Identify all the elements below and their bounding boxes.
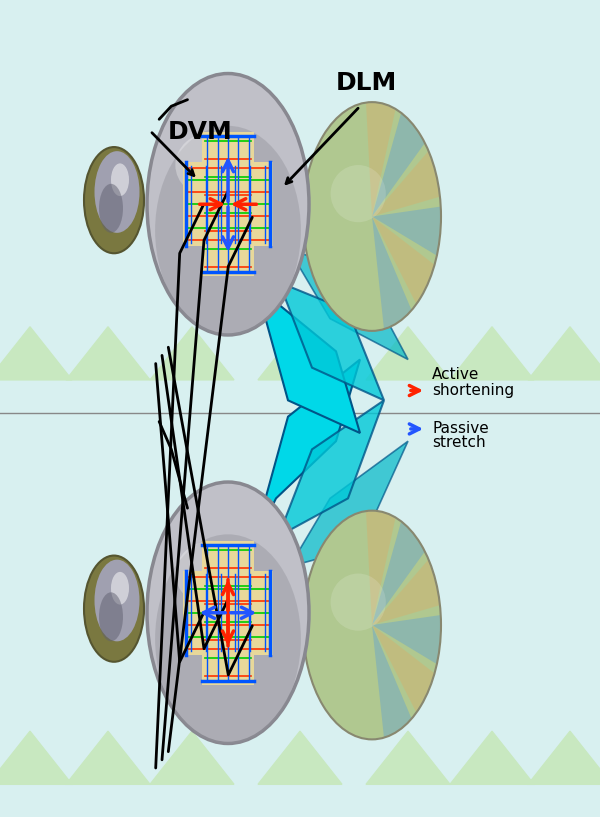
Polygon shape — [252, 359, 360, 547]
Ellipse shape — [84, 556, 144, 662]
Ellipse shape — [147, 482, 309, 743]
Text: stretch: stretch — [432, 435, 485, 450]
Text: Active: Active — [432, 367, 479, 382]
Ellipse shape — [155, 534, 301, 743]
Polygon shape — [270, 217, 408, 359]
Polygon shape — [528, 731, 600, 784]
FancyBboxPatch shape — [184, 571, 272, 654]
Polygon shape — [450, 731, 534, 784]
Text: DVM: DVM — [168, 120, 233, 144]
Ellipse shape — [111, 163, 129, 196]
Polygon shape — [372, 207, 441, 256]
Polygon shape — [264, 243, 384, 400]
Ellipse shape — [147, 74, 309, 335]
Ellipse shape — [175, 541, 248, 606]
Ellipse shape — [175, 132, 248, 198]
Text: shortening: shortening — [432, 383, 514, 398]
Ellipse shape — [84, 147, 144, 253]
Polygon shape — [258, 731, 342, 784]
FancyBboxPatch shape — [184, 163, 272, 246]
Ellipse shape — [331, 165, 386, 222]
Polygon shape — [150, 731, 234, 784]
Polygon shape — [66, 731, 150, 784]
Polygon shape — [372, 615, 441, 664]
Polygon shape — [252, 270, 360, 433]
Polygon shape — [372, 217, 434, 304]
Polygon shape — [66, 327, 150, 380]
Polygon shape — [528, 327, 600, 380]
Polygon shape — [270, 441, 408, 600]
Ellipse shape — [99, 184, 123, 233]
Polygon shape — [258, 327, 342, 380]
Polygon shape — [0, 731, 72, 784]
Polygon shape — [372, 151, 440, 217]
Polygon shape — [150, 327, 234, 380]
Polygon shape — [0, 327, 72, 380]
Ellipse shape — [155, 126, 301, 335]
Polygon shape — [366, 731, 450, 784]
Text: Passive: Passive — [432, 422, 489, 436]
Ellipse shape — [303, 511, 441, 739]
Polygon shape — [372, 521, 425, 625]
Polygon shape — [372, 625, 434, 712]
Text: DLM: DLM — [336, 71, 397, 95]
Ellipse shape — [303, 102, 441, 331]
Polygon shape — [264, 400, 384, 574]
Polygon shape — [372, 560, 440, 625]
FancyBboxPatch shape — [202, 541, 254, 685]
Polygon shape — [366, 511, 395, 625]
Ellipse shape — [331, 574, 386, 631]
FancyBboxPatch shape — [202, 132, 254, 276]
Polygon shape — [366, 102, 395, 217]
Ellipse shape — [95, 560, 139, 641]
Ellipse shape — [99, 592, 123, 641]
Polygon shape — [372, 625, 412, 738]
Ellipse shape — [111, 572, 129, 605]
Polygon shape — [450, 327, 534, 380]
Polygon shape — [372, 113, 425, 217]
Ellipse shape — [95, 151, 139, 233]
Polygon shape — [366, 327, 450, 380]
Polygon shape — [372, 217, 412, 329]
